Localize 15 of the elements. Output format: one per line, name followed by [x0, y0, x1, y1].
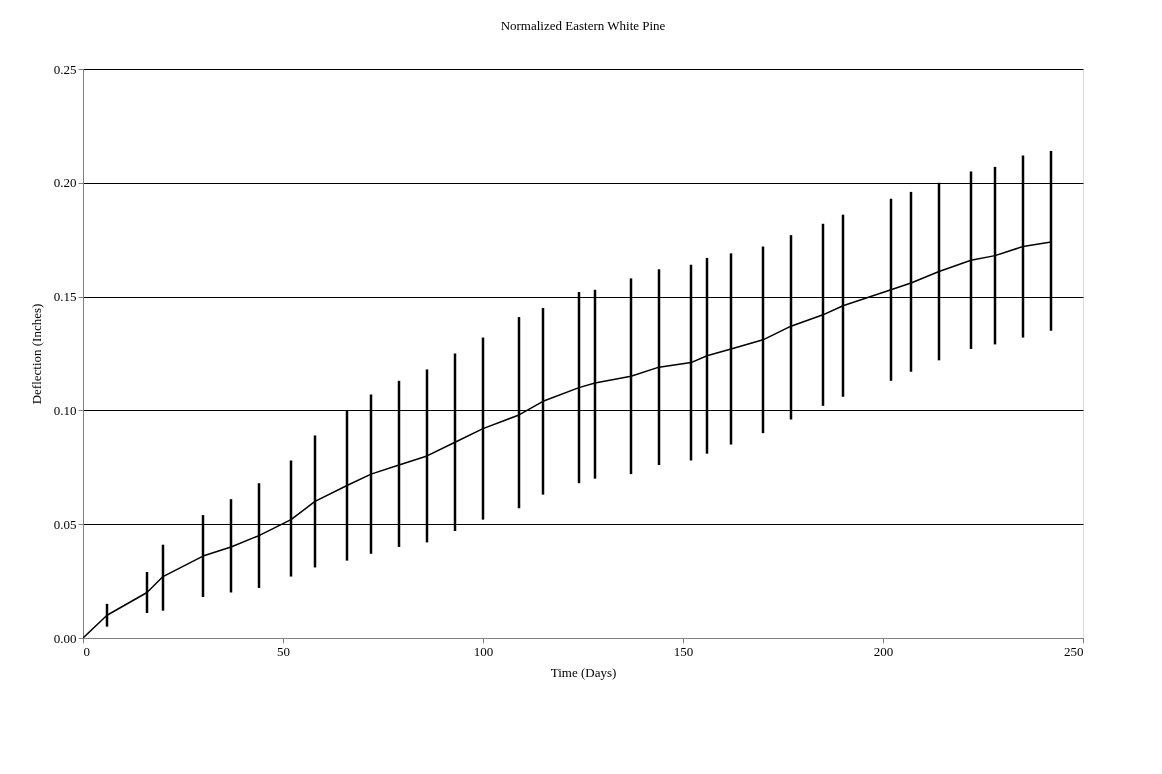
y-tick-label: 0.10 [53, 402, 77, 418]
x-tick-label: 150 [673, 643, 694, 659]
x-tick-label: 250 [1064, 643, 1084, 659]
chart-title: Normalized Eastern White Pine [500, 18, 666, 33]
y-tick-label: 0.05 [53, 516, 77, 532]
y-tick-label: 0.00 [53, 630, 77, 646]
x-tick-label: 100 [473, 643, 494, 659]
x-tick-label: 0 [83, 643, 90, 659]
x-axis-title: Time (Days) [550, 664, 617, 680]
x-tick-label: 50 [277, 643, 290, 659]
y-tick-label: 0.15 [53, 289, 77, 305]
y-axis-title: Deflection (Inches) [28, 303, 44, 405]
y-tick-label: 0.20 [53, 175, 77, 191]
y-tick-label: 0.25 [53, 61, 77, 77]
x-tick-label: 200 [873, 643, 894, 659]
